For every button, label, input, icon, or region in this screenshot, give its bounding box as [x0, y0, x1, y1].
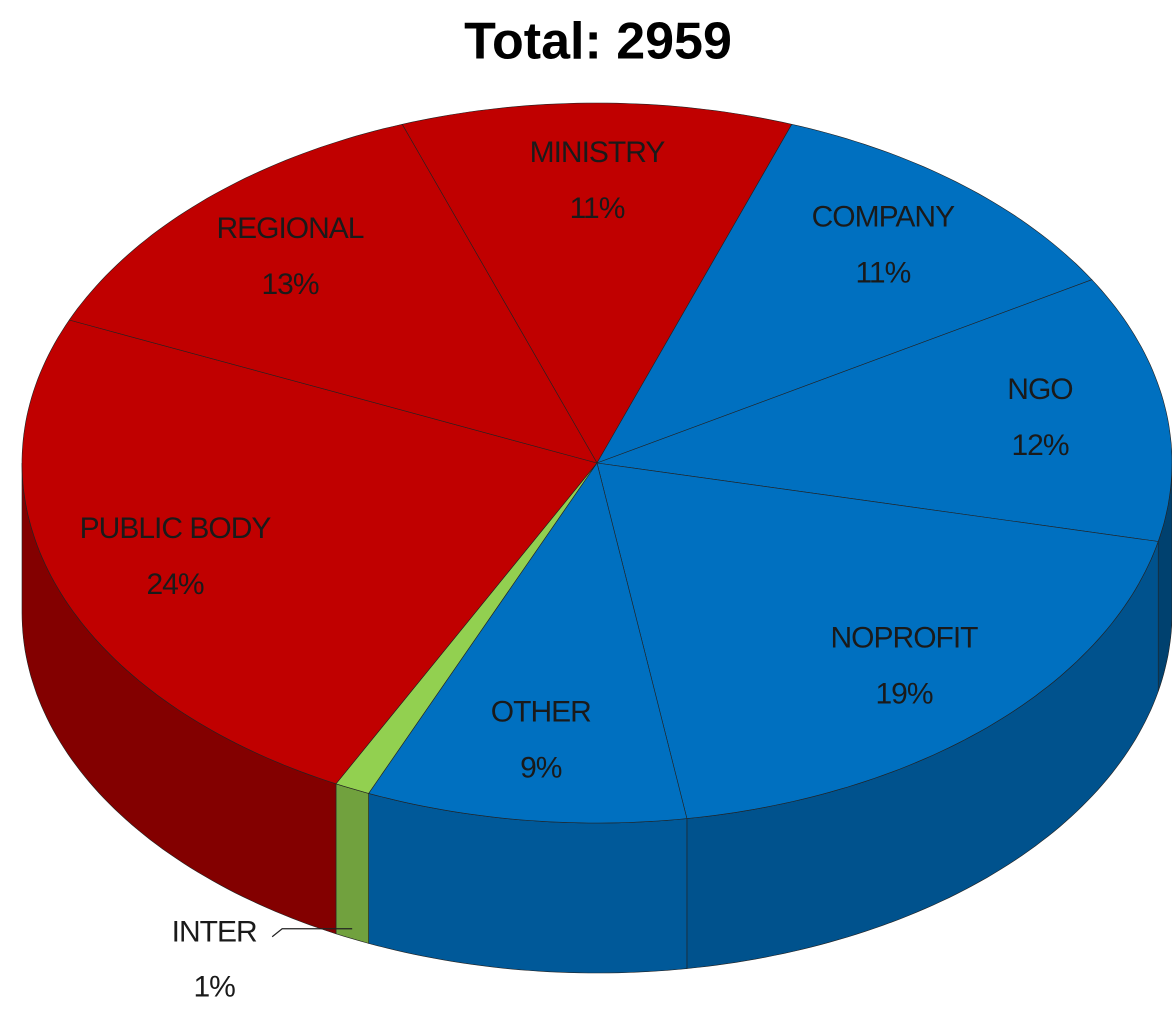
slice-side — [335, 783, 369, 944]
data-label-value: 19% — [875, 678, 932, 711]
chart-title: Total: 2959 — [464, 13, 732, 71]
slice — [596, 279, 1172, 542]
slice — [596, 123, 1093, 464]
slice — [368, 462, 688, 824]
data-label-value: 1% — [193, 971, 235, 1004]
data-label-category: COMPANY — [812, 201, 955, 234]
data-label-category: INTER — [172, 916, 257, 949]
data-label-value: 11% — [570, 192, 625, 225]
data-label-category: MINISTRY — [530, 136, 666, 169]
slice — [21, 319, 598, 785]
leader-line — [271, 928, 353, 938]
data-label-category: PUBLIC BODY — [80, 512, 272, 545]
data-label-value: 13% — [261, 268, 318, 301]
slice — [596, 462, 1159, 819]
data-label-category: NOPROFIT — [831, 622, 979, 655]
data-label-value: 12% — [1011, 429, 1068, 462]
data-label-category: OTHER — [491, 696, 591, 729]
data-label-value: 24% — [146, 568, 203, 601]
data-label-value: 9% — [520, 752, 562, 785]
slice — [68, 123, 598, 464]
data-label-category: NGO — [1007, 373, 1072, 406]
data-label-value: 11% — [855, 257, 910, 290]
slice — [401, 102, 793, 464]
data-label-category: REGIONAL — [216, 212, 363, 245]
